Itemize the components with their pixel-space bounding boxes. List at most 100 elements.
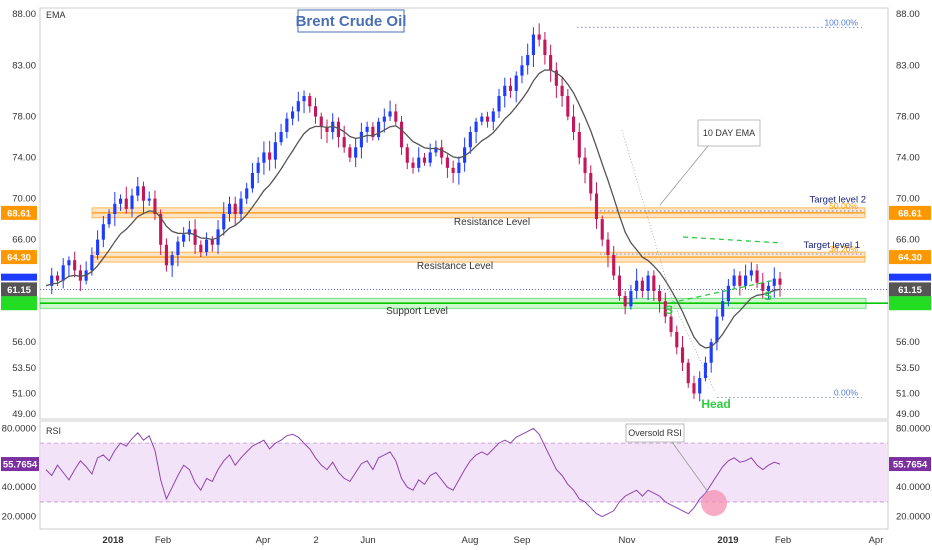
candle-body — [136, 186, 140, 196]
rsi-value-badge-label: 55.7654 — [3, 460, 38, 471]
candle-body — [766, 285, 771, 291]
resistance-level-label: Resistance Level — [417, 261, 493, 272]
candle-body — [262, 152, 266, 163]
candle-body — [451, 167, 455, 173]
candle-body — [176, 241, 180, 256]
time-axis-tick: Aug — [462, 535, 479, 546]
time-axis[interactable]: 2018 Feb Apr 2 Jun Aug Sep Nov 2019 Feb Apr — [40, 528, 888, 546]
candle-body — [233, 203, 237, 214]
rsi-axis-tick-right: 80.0000 — [896, 423, 930, 434]
candle-body — [508, 85, 513, 91]
candle-body — [428, 152, 432, 163]
candle-body — [726, 285, 730, 302]
candle-body — [342, 137, 346, 148]
candle-body — [118, 198, 123, 204]
candle-body — [698, 378, 702, 394]
candle-body — [635, 280, 639, 291]
candle-body — [319, 116, 323, 127]
decline-guide — [621, 129, 673, 301]
candle-body — [497, 96, 501, 112]
candle-body — [480, 116, 484, 122]
annotations-layer: 10 DAY EMA S S Head — [621, 119, 783, 411]
partial-price-badge — [889, 273, 931, 281]
rsi-axis-tick-right: 40.0000 — [896, 482, 930, 493]
candle-body — [744, 275, 748, 286]
fib-level-label: 50.00% — [829, 201, 858, 211]
candle-body — [377, 121, 381, 138]
candle-body — [709, 342, 713, 363]
rsi-axis-tick-left: 40.0000 — [2, 482, 36, 493]
candle-body — [549, 55, 553, 71]
time-axis-tick: Sep — [514, 535, 531, 546]
candle-body — [187, 229, 191, 235]
neckline-top — [682, 236, 783, 244]
candle-body — [193, 229, 197, 245]
candle-body — [434, 147, 438, 153]
price-axis-tick-left: 53.50 — [12, 363, 36, 374]
candle-body — [680, 347, 685, 363]
price-badge — [1, 282, 37, 297]
price-axis-tick-left: 83.00 — [12, 60, 36, 71]
candle-body — [107, 214, 111, 225]
candle-body — [463, 147, 467, 163]
candle-body — [222, 214, 226, 230]
price-axis-tick-right: 66.00 — [896, 235, 920, 246]
candle-body — [560, 85, 564, 97]
candle-body — [485, 116, 490, 122]
candle-body — [268, 152, 272, 160]
price-axis-tick-right: 78.00 — [896, 112, 920, 123]
candle-body — [199, 244, 203, 252]
left-price-axis: 88.00 83.00 78.00 74.00 70.00 66.00 56.00 53.50… — [1, 9, 37, 420]
price-axis-tick-left: 74.00 — [12, 153, 36, 164]
candle-body — [537, 34, 541, 40]
rsi-layer: 80.0000 80.0000 40.0000 40.0000 20.0000 20.00… — [1, 423, 931, 523]
price-badge-label: 61.15 — [898, 285, 922, 296]
candle-body — [55, 275, 60, 281]
time-axis-tick: Jun — [360, 535, 375, 546]
candle-body — [411, 162, 415, 168]
candle-body — [78, 270, 82, 281]
candle-body — [594, 193, 599, 220]
target-level-label: Target level 1 — [803, 240, 860, 251]
fib-level-label: 100.00% — [824, 17, 858, 27]
candle-body — [554, 70, 558, 86]
price-badge-label: 68.61 — [7, 208, 31, 219]
fib-level-label: 38.20% — [829, 244, 858, 254]
ema-indicator-label: EMA — [46, 10, 66, 20]
time-axis-tick: Feb — [155, 535, 171, 546]
head-label: Head — [701, 397, 730, 411]
ema-callout-pointer — [659, 145, 709, 206]
price-axis-tick-left: 88.00 — [12, 9, 36, 20]
candle-body — [445, 157, 449, 168]
candle-body — [336, 121, 341, 138]
candle-body — [749, 270, 753, 276]
time-axis-tick: 2 — [313, 535, 318, 546]
candle-body — [600, 219, 604, 240]
candle-body — [67, 260, 71, 266]
candle-body — [543, 39, 547, 56]
ema-layer — [45, 69, 781, 349]
candle-body — [503, 85, 507, 97]
candle-body — [227, 203, 232, 214]
rsi-value-badge — [1, 457, 39, 472]
candle-body — [646, 275, 650, 291]
candle-body — [778, 278, 782, 285]
candle-body — [571, 116, 576, 132]
candle-body — [61, 265, 65, 281]
candle-body — [640, 280, 644, 291]
price-badge — [889, 205, 931, 220]
candle-body — [394, 111, 398, 122]
price-axis-tick-right: 83.00 — [896, 60, 920, 71]
right-shoulder-label: S — [764, 289, 772, 303]
candle-body — [354, 147, 358, 158]
candles-layer — [50, 23, 782, 402]
price-axis-tick-right: 53.50 — [896, 363, 920, 374]
ema-line — [45, 69, 781, 349]
candle-body — [675, 331, 679, 348]
ema-callout-label: 10 DAY EMA — [703, 128, 755, 138]
price-badge-label: 64.30 — [898, 253, 922, 264]
candle-body — [566, 96, 570, 117]
price-badge-label: 61.15 — [7, 285, 31, 296]
candle-body — [296, 101, 300, 112]
oversold-callout-pointer — [671, 441, 709, 493]
